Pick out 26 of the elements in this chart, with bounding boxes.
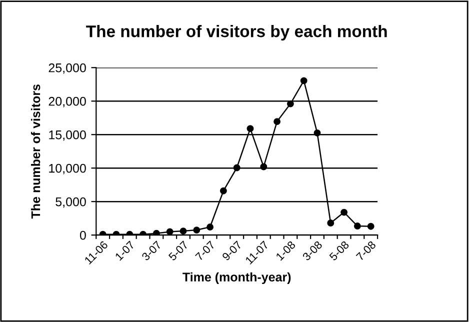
point — [367, 222, 374, 230]
y-tick-label: 15,000 — [49, 130, 86, 141]
point — [300, 77, 308, 84]
y-tick-label: 5,000 — [56, 197, 86, 208]
y-tick-label: 10,000 — [49, 164, 86, 174]
chart-title: The number of visitors by each month — [86, 24, 387, 41]
point — [260, 163, 268, 170]
point — [166, 228, 174, 236]
point — [327, 220, 334, 226]
point — [233, 164, 240, 172]
y-axis-title: The number of visitors — [30, 84, 40, 219]
point — [274, 118, 281, 126]
y-tick-label: 25,000 — [48, 63, 86, 74]
point — [220, 187, 227, 194]
point — [286, 100, 294, 108]
point — [340, 208, 348, 216]
point — [314, 129, 321, 136]
point — [206, 224, 214, 230]
y-tick-label: 20,000 — [48, 96, 86, 108]
point — [193, 226, 200, 234]
point — [152, 230, 160, 236]
x-axis-title: Time (month-year) — [182, 272, 291, 284]
point — [354, 222, 361, 230]
point — [246, 125, 254, 132]
point — [180, 228, 187, 235]
y-tick-label: 0 — [80, 230, 86, 240]
